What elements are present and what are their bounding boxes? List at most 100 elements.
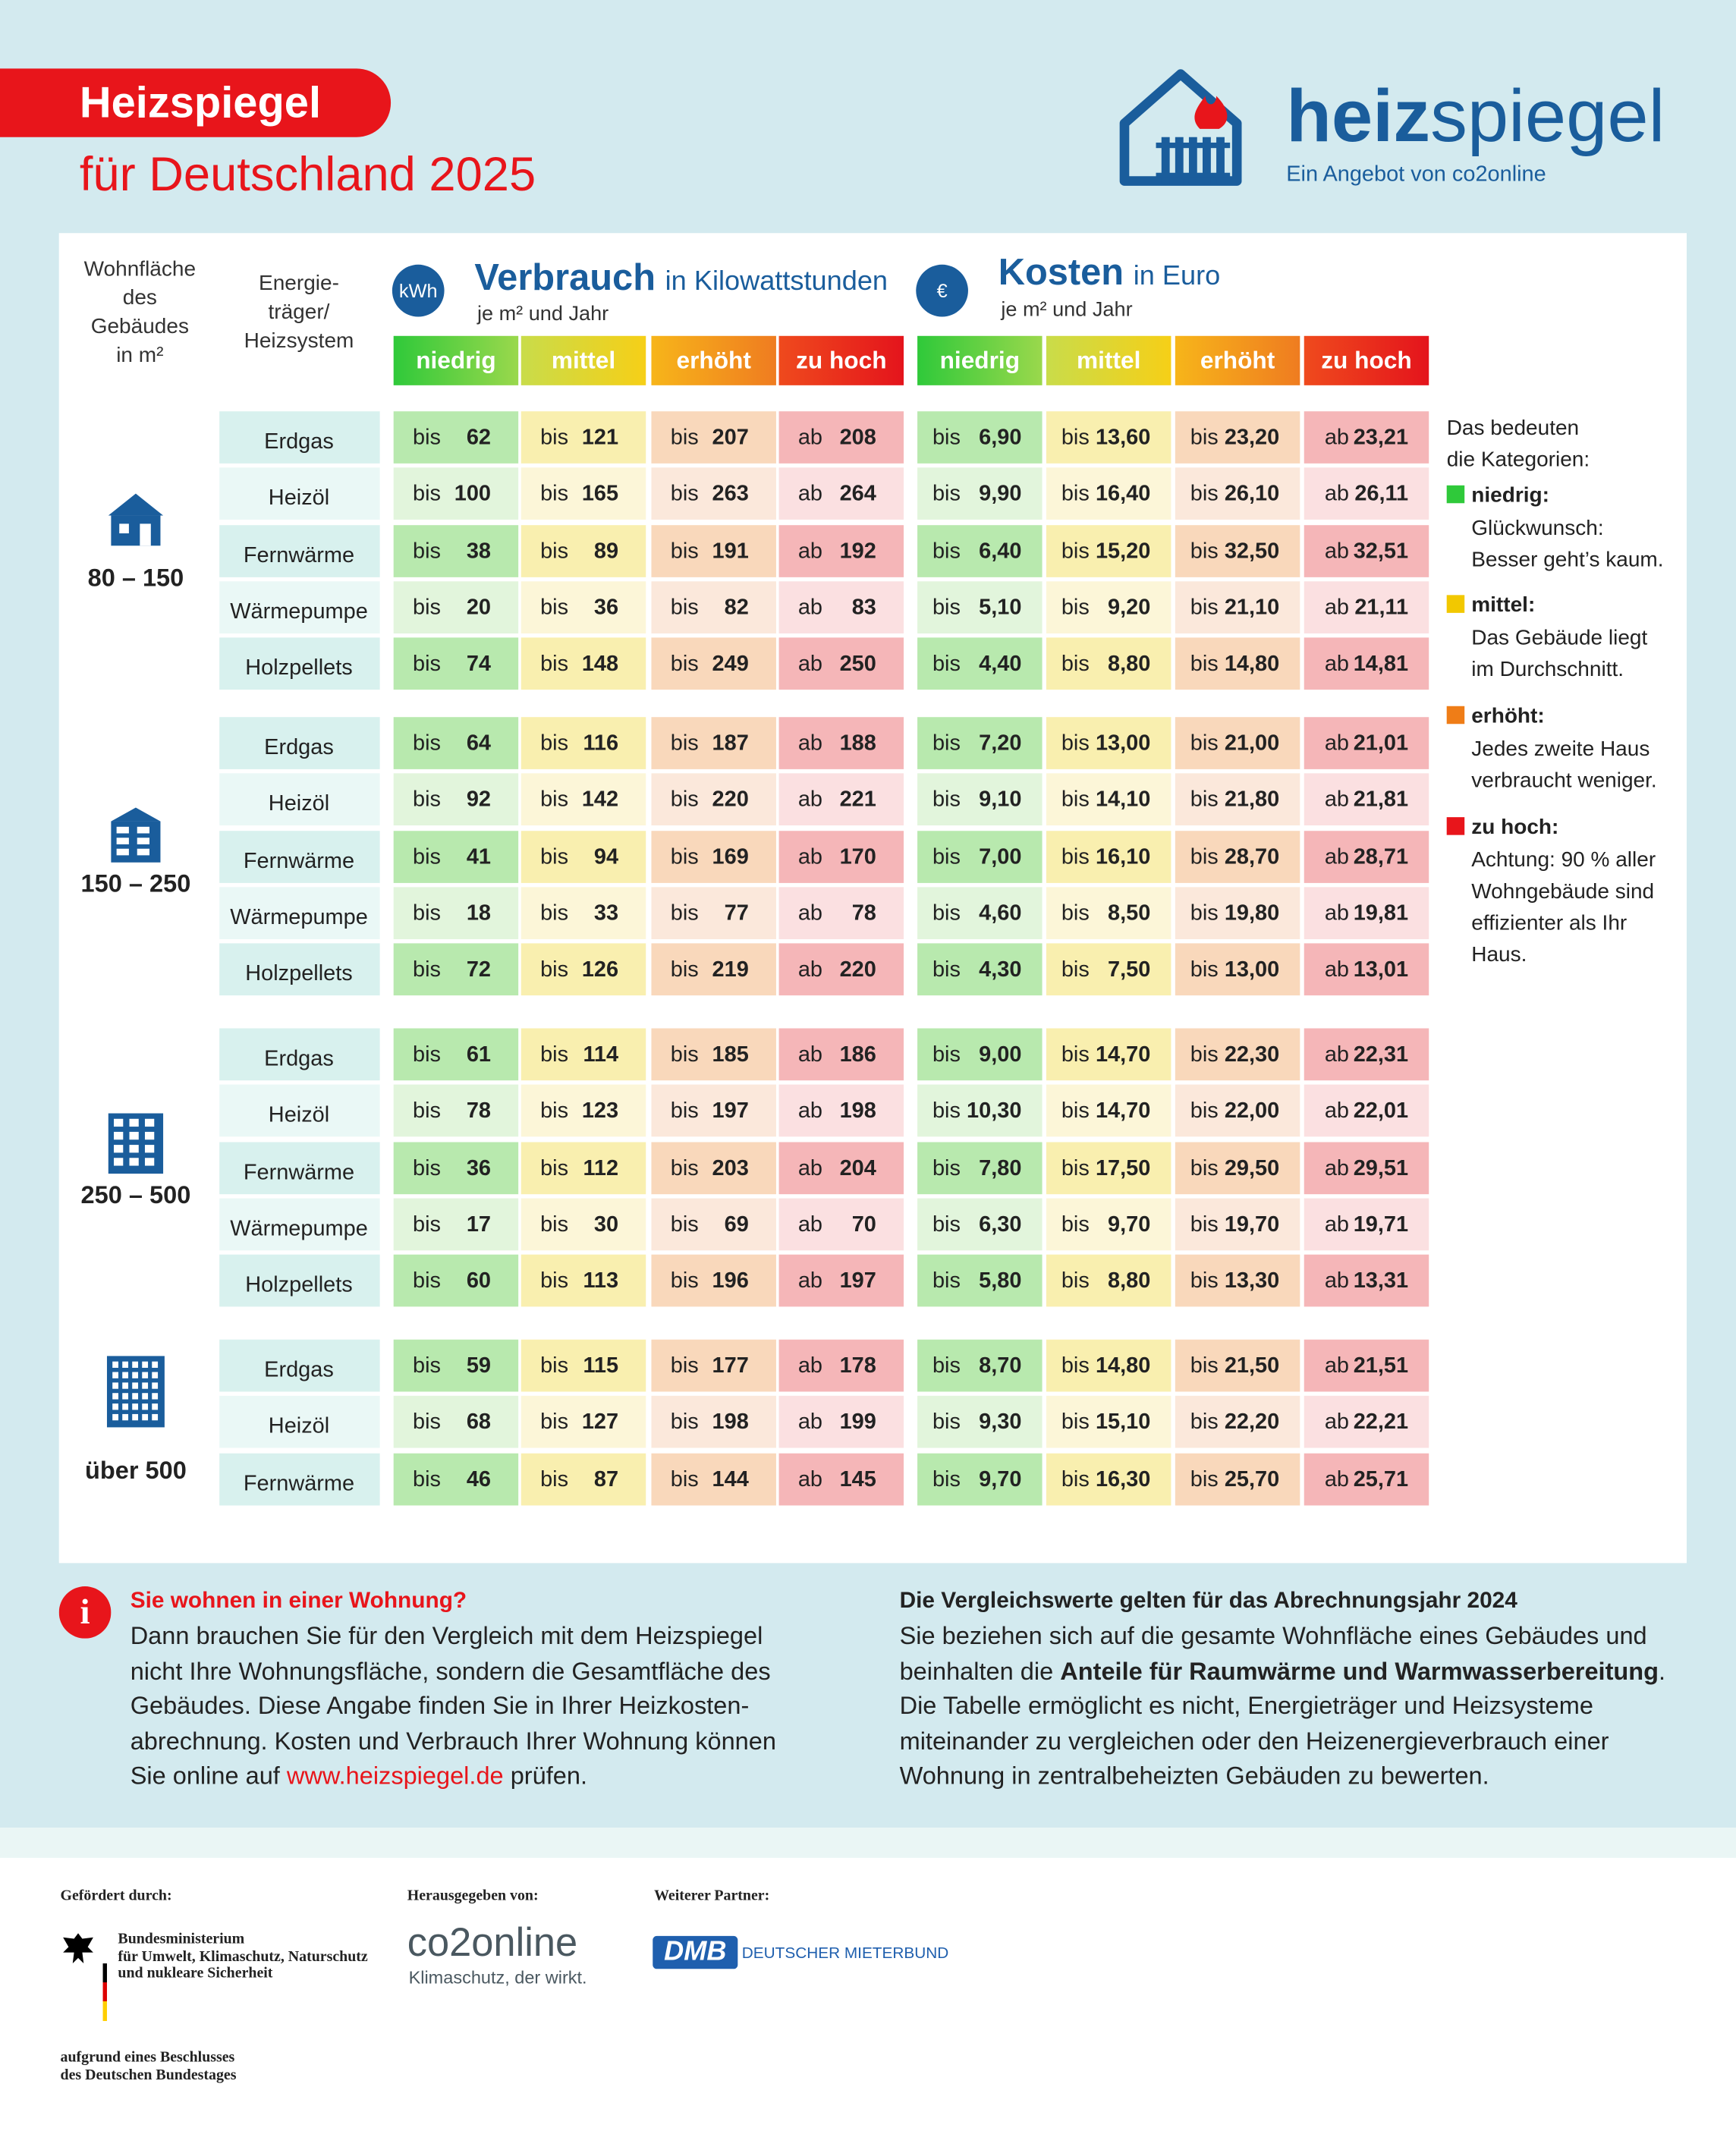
value: 7,80 [979,1156,1022,1180]
value-cell [1304,1198,1429,1251]
section-title: Kosten in Euro [999,252,1221,294]
value: 87 [593,1467,619,1491]
value: 22,31 [1353,1043,1409,1067]
logo-wordmark: heizspiegel [1286,80,1665,154]
value-prefix: bis [932,596,961,620]
value: 5,10 [979,596,1022,620]
value-cell [393,1141,519,1194]
value-prefix: ab [1324,1099,1350,1124]
value: 19,71 [1353,1213,1409,1237]
legend-title: Das bedeuten die Kategorien: [1446,416,1590,472]
value-prefix: bis [670,1099,699,1124]
value: 14,10 [1095,788,1151,813]
value-prefix: bis [932,1213,961,1237]
value: 22,30 [1224,1043,1280,1067]
value-prefix: bis [932,1354,961,1378]
value-prefix: ab [1324,788,1350,813]
value-prefix: bis [670,596,699,620]
value-prefix: bis [1061,539,1090,564]
value-prefix: bis [1190,652,1219,677]
value-cell [1175,717,1300,769]
value-prefix: ab [797,1467,823,1491]
value-prefix: ab [1324,482,1350,507]
section-name: Verbrauch [474,256,656,299]
value-prefix: bis [1061,1467,1090,1491]
value: 14,70 [1095,1099,1151,1124]
carrier: Wärmepumpe [230,1217,368,1241]
value: 263 [712,482,749,507]
value: 178 [839,1354,876,1378]
carrier: Erdgas [264,1359,334,1382]
value: 21,10 [1224,596,1280,620]
value-prefix: ab [1324,1213,1350,1237]
value-cell [651,717,776,769]
category-label: mittel [1077,346,1141,374]
value-prefix: bis [540,596,569,620]
title-pill [0,68,392,137]
area-label: über 500 [85,1457,187,1485]
value: 22,20 [1224,1411,1280,1435]
value-prefix: bis [1190,958,1219,982]
icon-circle [392,264,445,317]
carrier: Erdgas [264,736,334,760]
value-prefix: bis [412,902,441,926]
value: 61 [466,1043,492,1067]
ministry: Bundesministerium für Umwelt, Klimaschut… [118,1931,368,1982]
value-cell [393,1396,519,1449]
value-cell [1304,773,1429,826]
value-cell [520,581,646,633]
category-bar [1046,335,1171,385]
value: 23,20 [1224,426,1280,450]
category-label: mittel [551,346,616,374]
carrier-cell [219,1028,380,1081]
value-cell [520,1141,646,1194]
value-prefix: bis [1061,1043,1090,1067]
value-cell [520,1339,646,1392]
value-prefix: bis [932,1099,961,1124]
value: 9,00 [979,1043,1022,1067]
value: 5,80 [979,1269,1022,1293]
value-prefix: ab [797,788,823,813]
value-prefix: bis [1061,845,1090,869]
value-cell [651,1339,776,1392]
carrier: Wärmepumpe [230,906,368,930]
carrier: Fernwärme [243,1161,355,1184]
value-cell [651,1198,776,1251]
value-prefix: bis [1061,1213,1090,1237]
section-per: je m² und Jahr [476,302,609,326]
value-cell [393,1339,519,1392]
value-prefix: bis [932,958,961,982]
value: 21,80 [1224,788,1280,813]
value: 22,00 [1224,1099,1280,1124]
value: 112 [583,1156,619,1180]
value-cell [778,1396,904,1449]
value: 33 [593,902,619,926]
logo-light: spiegel [1430,75,1665,158]
value: 114 [583,1043,619,1067]
value-cell [917,1396,1043,1449]
value-prefix: ab [1324,1467,1350,1491]
value-prefix: ab [797,845,823,869]
value: 21,11 [1354,596,1409,620]
value-prefix: ab [797,732,823,756]
value: 38 [466,539,492,564]
value-cell [778,773,904,826]
legend-swatch [1446,485,1465,504]
value: 15,10 [1095,1411,1151,1435]
text: . Die Tabelle ermöglicht es nicht, Energ… [899,1657,1666,1790]
publisher: co2online [407,1921,578,1966]
value-cell [393,637,519,690]
value: 21,01 [1353,732,1409,756]
value: 19,80 [1224,902,1280,926]
value: 6,90 [979,426,1022,450]
value-prefix: bis [932,482,961,507]
category-bar [1304,335,1429,385]
value-cell [1175,1339,1300,1392]
value-prefix: ab [797,539,823,564]
value: 207 [712,426,749,450]
value: 197 [712,1099,749,1124]
carrier: Erdgas [264,1047,334,1071]
value: 191 [712,539,749,564]
value-cell [778,637,904,690]
value-prefix: bis [412,1099,441,1124]
